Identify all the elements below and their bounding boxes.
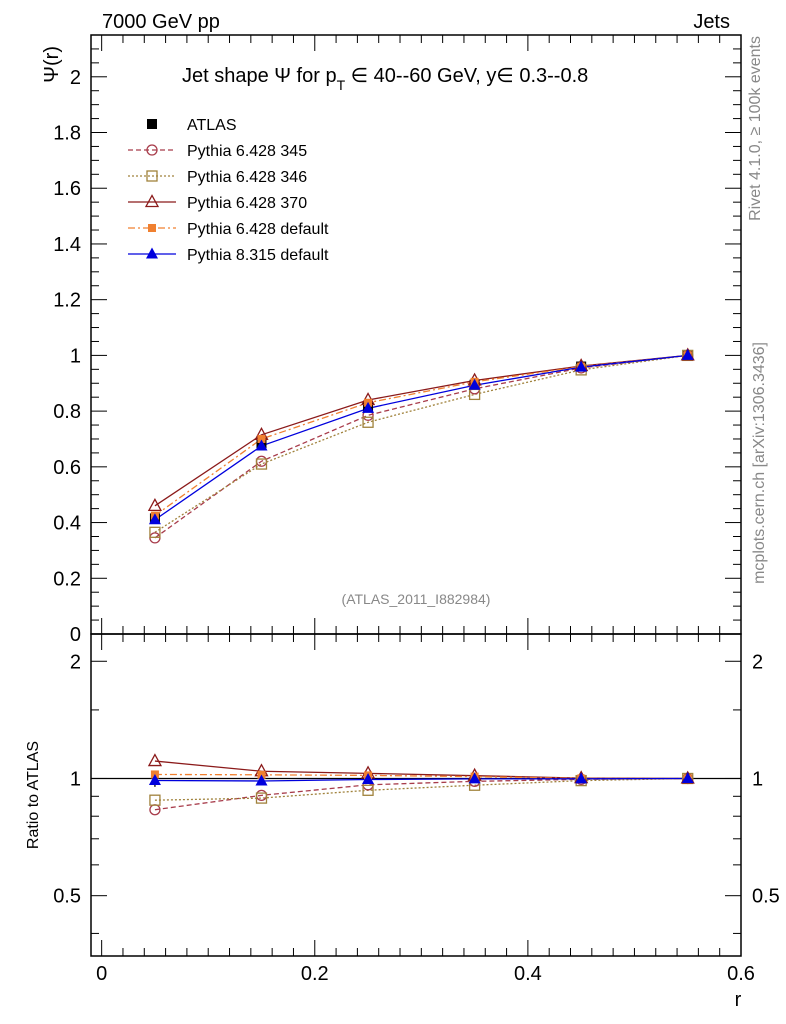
chart-title-sub: T: [337, 77, 346, 93]
legend-label: Pythia 6.428 346: [187, 169, 307, 186]
legend-marker: [144, 194, 160, 208]
ratio-series-point: [575, 772, 588, 784]
series-point: [257, 434, 266, 443]
x-tick-label: 0.6: [727, 963, 755, 985]
y-tick-label: 1: [70, 345, 81, 367]
series-line: [154, 354, 688, 517]
legend-label: Pythia 6.428 default: [187, 221, 329, 238]
legend-label: Pythia 8.315 default: [187, 247, 329, 264]
ratio-tick-label-right: 0.5: [752, 886, 780, 908]
series-line: [154, 354, 688, 521]
legend-label-atlas: ATLAS: [187, 117, 237, 134]
ratio-series-point: [362, 773, 375, 785]
ratio-tick-label-right: 1: [752, 768, 763, 790]
series-point: [255, 458, 268, 470]
ratio-series-point: [149, 794, 161, 806]
legend-label: Pythia 6.428 345: [187, 143, 307, 160]
series-point: [362, 416, 374, 428]
plot-layer: 0 0.2 0.4 0.6 0 0.2 0.4 0.6 0.8 1 1.2 1.4 1.6 1.8 2 0.5…: [53, 34, 780, 985]
y-axis-label: Ψ(r): [41, 46, 63, 83]
chart-title-prefix: Jet shape Ψ for p: [182, 65, 337, 87]
series-point: [362, 401, 375, 413]
x-tick-label: 0.2: [301, 963, 329, 985]
y-tick-label: 0: [70, 624, 81, 646]
side-label-top: Rivet 4.1.0, ≥ 100k events: [747, 36, 764, 221]
ratio-y-axis-label: Ratio to ATLAS: [25, 741, 42, 849]
ratio-tick-label-left: 1: [70, 768, 81, 790]
series-point: [149, 526, 161, 538]
x-tick-label: 0: [96, 963, 107, 985]
y-tick-label: 1.2: [53, 290, 81, 312]
y-tick-label: 0.8: [53, 401, 81, 423]
ratio-series-point: [148, 774, 161, 786]
ratio-series-point: [147, 753, 163, 767]
legend-marker: [146, 247, 158, 259]
chart-title: Jet shape Ψ for pT ∈ 40--60 GeV, y∈ 0.3-…: [182, 65, 588, 93]
side-label-bottom: mcplots.cern.ch [arXiv:1306.3436]: [751, 342, 768, 584]
y-tick-label: 1.4: [53, 234, 81, 256]
legend-marker-atlas: [147, 119, 157, 129]
y-tick-label: 0.2: [53, 568, 81, 590]
series-line: [154, 354, 688, 539]
series-point: [147, 497, 163, 511]
legend-label: Pythia 6.428 370: [187, 195, 307, 212]
series-point: [255, 439, 268, 451]
ratio-plot-frame: [90, 633, 742, 957]
y-tick-label: 1.8: [53, 123, 81, 145]
ratio-series-point: [255, 774, 268, 786]
ratio-tick-label-right: 2: [752, 651, 763, 673]
ratio-series-line: [154, 773, 688, 780]
series-point: [148, 513, 161, 525]
ratio-tick-label-left: 0.5: [53, 886, 81, 908]
series-point: [575, 360, 588, 372]
x-axis-label: r: [735, 989, 742, 1011]
y-tick-label: 1.6: [53, 178, 81, 200]
series-point: [468, 378, 481, 390]
ratio-series-point: [362, 784, 374, 796]
ratio-tick-label-left: 2: [70, 651, 81, 673]
ratio-series-line: [154, 777, 688, 811]
series-line: [154, 354, 688, 533]
ratio-series-point: [255, 792, 268, 804]
legend-marker: [146, 144, 158, 156]
y-tick-label: 2: [70, 67, 81, 89]
y-tick-label: 0.4: [53, 513, 81, 535]
x-tick-label: 0.4: [514, 963, 542, 985]
series-point: [681, 348, 694, 360]
header-right: Jets: [693, 11, 730, 33]
y-tick-label: 0.6: [53, 457, 81, 479]
series-line: [154, 354, 688, 507]
ratio-series-line: [154, 777, 688, 782]
ratio-series-line: [154, 777, 688, 801]
header-left: 7000 GeV pp: [102, 11, 220, 33]
ratio-series-point: [468, 772, 481, 784]
analysis-id: (ATLAS_2011_I882984): [342, 591, 491, 607]
chart-title-suffix: ∈ 40--60 GeV, y∈ 0.3--0.8: [345, 65, 588, 87]
legend-marker: [146, 170, 158, 182]
ratio-series-point: [681, 771, 694, 783]
legend-marker: [148, 224, 156, 232]
